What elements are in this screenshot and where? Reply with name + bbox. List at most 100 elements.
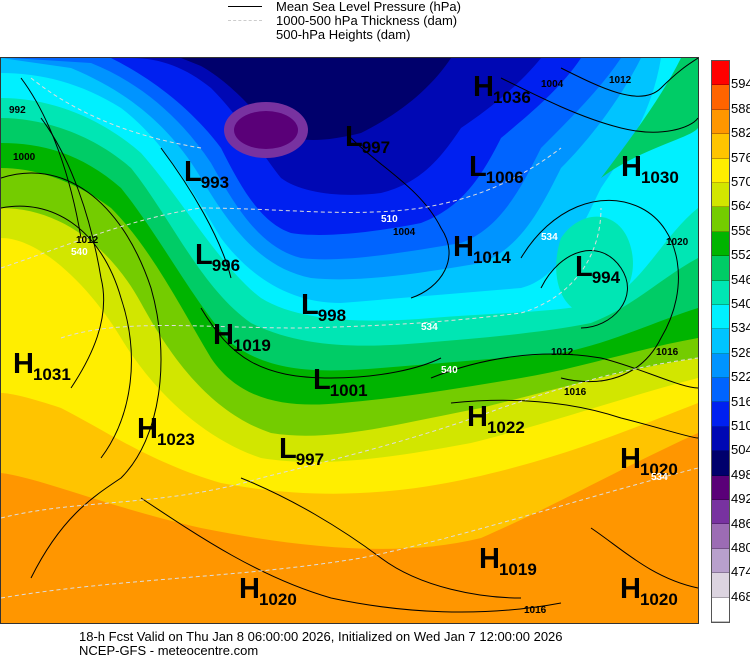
colorbar-label: 528 xyxy=(731,344,750,360)
colorbar-swatch xyxy=(712,475,729,501)
colorbar-swatch xyxy=(712,207,729,232)
system-value: 1020 xyxy=(639,590,678,609)
system-value: 1022 xyxy=(486,418,525,437)
colorbar-swatch xyxy=(712,378,729,403)
contour-label: 1000 xyxy=(13,152,36,163)
colorbar-label: 588 xyxy=(731,100,750,116)
colorbar-swatch xyxy=(712,231,729,257)
colorbar-label: 468 xyxy=(731,588,750,604)
legend-mslp-label: Mean Sea Level Pressure (hPa) xyxy=(276,0,461,14)
system-value: 994 xyxy=(591,268,621,287)
contour-label: 534 xyxy=(421,322,438,333)
contour-label: 534 xyxy=(541,232,558,243)
forecast-valid-time: 18-h Fcst Valid on Thu Jan 8 06:00:00 20… xyxy=(79,629,563,644)
pressure-system-high: H1019 xyxy=(213,319,271,355)
system-letter: H xyxy=(620,443,641,475)
system-letter: H xyxy=(13,348,34,380)
colorbar-swatch xyxy=(712,109,729,135)
colorbar-label: 498 xyxy=(731,466,750,482)
contour-label: 540 xyxy=(71,247,88,258)
contour-label: 1012 xyxy=(76,235,99,246)
contour-label: 1004 xyxy=(393,227,416,238)
contour-label: 1016 xyxy=(564,387,587,398)
colorbar-label: 558 xyxy=(731,222,750,238)
system-letter: H xyxy=(621,151,642,183)
map-fields xyxy=(1,58,698,623)
pressure-system-high: H1036 xyxy=(473,71,531,107)
contour-label: 1012 xyxy=(551,347,574,358)
system-letter: L xyxy=(345,121,363,153)
colorbar-swatch xyxy=(712,426,729,452)
pressure-system-high: H1019 xyxy=(479,543,537,579)
system-letter: L xyxy=(313,364,331,396)
field-east-low xyxy=(556,216,633,314)
colorbar-label: 552 xyxy=(731,247,750,263)
thickness-lines xyxy=(1,77,698,599)
system-letter: L xyxy=(195,239,213,271)
system-letter: H xyxy=(137,413,158,445)
contour-label: 1016 xyxy=(656,347,679,358)
colorbar-label: 510 xyxy=(731,418,750,433)
system-letter: H xyxy=(473,71,494,103)
system-letter: L xyxy=(301,289,319,321)
colorbar-label: 504 xyxy=(731,442,750,458)
colorbar-swatch xyxy=(712,85,729,110)
pressure-system-low: L998 xyxy=(301,289,346,325)
colorbar-swatch xyxy=(712,451,729,476)
source-credit: NCEP-GFS - meteocentre.com xyxy=(79,643,259,658)
system-value: 1030 xyxy=(640,168,679,187)
colorbar-label: 474 xyxy=(731,564,750,580)
colorbar-label: 516 xyxy=(731,393,750,409)
system-letter: L xyxy=(184,156,202,188)
system-letter: L xyxy=(279,433,297,465)
system-letter: H xyxy=(620,573,641,605)
colorbar-swatch xyxy=(712,402,729,427)
system-value: 998 xyxy=(317,306,347,325)
system-value: 1036 xyxy=(492,88,531,107)
system-letter: H xyxy=(213,319,234,351)
footer: 18-h Fcst Valid on Thu Jan 8 06:00:00 20… xyxy=(79,630,563,658)
pressure-system-high: H1030 xyxy=(621,151,679,187)
pressure-system-low: L993 xyxy=(184,156,229,192)
colorbar-label: 480 xyxy=(731,540,750,555)
contour-label: 1004 xyxy=(541,79,564,90)
contour-label: 540 xyxy=(441,365,458,376)
pressure-system-low: L997 xyxy=(279,433,324,469)
colorbar-label: 570 xyxy=(731,174,750,189)
pressure-system-high: H1020 xyxy=(620,443,678,479)
system-value: 1019 xyxy=(232,336,271,355)
system-value: 1020 xyxy=(639,460,678,479)
contour-label: 510 xyxy=(381,214,398,225)
pressure-system-low: L997 xyxy=(345,121,390,157)
colorbar-swatch xyxy=(712,548,729,574)
colorbar-swatch xyxy=(712,61,729,86)
legend-heights-label: 500-hPa Heights (dam) xyxy=(276,27,411,42)
colorbar xyxy=(711,60,730,623)
system-value: 1031 xyxy=(32,365,71,384)
colorbar-swatch xyxy=(712,500,729,525)
pressure-system-high: H1022 xyxy=(467,403,525,437)
system-letter: H xyxy=(479,543,500,575)
colorbar-swatch xyxy=(712,329,729,354)
pressure-system-low: L1006 xyxy=(469,151,524,187)
contour-label: 1012 xyxy=(609,75,632,86)
colorbar-swatch xyxy=(712,573,729,598)
field-east-ridge xyxy=(601,58,698,178)
pressure-system-high: H1031 xyxy=(13,348,71,384)
system-letter: L xyxy=(575,251,593,283)
isobars xyxy=(1,58,698,613)
field-486 xyxy=(234,111,298,149)
colorbar-swatch xyxy=(712,353,729,379)
system-letter: L xyxy=(469,151,487,183)
system-letter: H xyxy=(239,573,260,605)
colorbar-label: 546 xyxy=(731,271,750,287)
contour-label: 992 xyxy=(9,105,26,116)
system-value: 993 xyxy=(200,173,230,192)
system-value: 997 xyxy=(295,450,325,469)
pressure-system-high: H1014 xyxy=(453,233,511,267)
colorbar-label: 564 xyxy=(731,198,750,214)
pressure-system-low: L994 xyxy=(575,251,620,287)
field-504 xyxy=(181,58,451,140)
system-value: 997 xyxy=(361,138,391,157)
colorbar-label: 486 xyxy=(731,515,750,531)
